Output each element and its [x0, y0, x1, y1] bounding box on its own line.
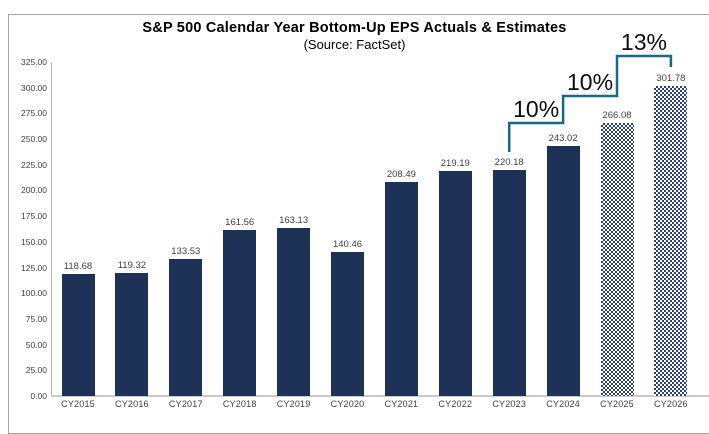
bar-value-label: 220.18 — [494, 156, 524, 168]
x-axis-tick-label: CY2026 — [654, 399, 688, 409]
x-axis-tick-label: CY2020 — [330, 399, 365, 409]
x-axis-tick-label: CY2024 — [546, 399, 580, 409]
bar-value-label: 118.68 — [63, 261, 93, 273]
bar-value-label: 301.78 — [656, 72, 686, 84]
bar-cy2016 — [115, 273, 149, 396]
bar-value-label: 140.46 — [332, 238, 363, 250]
bar-value-label: 266.08 — [602, 109, 632, 121]
x-axis-tick-label: CY2023 — [492, 399, 527, 409]
chart-subtitle: (Source: FactSet) — [303, 37, 406, 52]
bar-cy2024 — [546, 146, 580, 396]
y-axis-tick-label: 225.00 — [21, 159, 47, 170]
x-axis-tick-label: CY2017 — [168, 399, 203, 409]
bar-cy2015 — [61, 274, 95, 396]
y-axis-tick-label: 25.00 — [25, 365, 47, 376]
bar-value-label: 133.53 — [171, 245, 201, 257]
x-axis-line — [51, 395, 709, 397]
bar-value-label: 163.13 — [279, 215, 309, 227]
y-axis-tick-label: 0.00 — [30, 391, 47, 401]
y-axis-line — [51, 62, 52, 396]
bar-value-label: 119.32 — [117, 260, 147, 272]
x-axis-tick-label: CY2016 — [115, 399, 149, 409]
bar-cy2023 — [492, 169, 526, 396]
growth-pct-label-cy2023-cy2024: 10% — [513, 96, 560, 122]
y-axis-tick-label: 250.00 — [21, 134, 47, 145]
x-axis-tick-label: CY2019 — [276, 399, 311, 409]
y-axis-tick-label: 125.00 — [21, 262, 47, 273]
x-axis-tick-label: CY2025 — [600, 399, 634, 409]
bar-cy2017 — [169, 258, 203, 396]
growth-pct-label-cy2024-cy2025: 10% — [567, 69, 614, 95]
bar-cy2021 — [384, 181, 418, 396]
bar-value-label: 243.02 — [548, 133, 578, 145]
y-axis-tick-label: 275.00 — [21, 108, 47, 119]
y-axis-tick-label: 150.00 — [21, 236, 47, 247]
y-axis-tick-label: 325.00 — [21, 57, 47, 67]
x-axis-tick-label: CY2022 — [438, 399, 473, 409]
chart-screenshot: { "chart": { "title": "S&P 500 Calendar … — [8, 14, 709, 434]
y-axis-tick-label: 175.00 — [21, 211, 47, 222]
chart-title: S&P 500 Calendar Year Bottom-Up EPS Actu… — [142, 20, 567, 36]
y-axis-tick-label: 200.00 — [21, 185, 47, 196]
y-axis-tick-label: 75.00 — [25, 313, 47, 324]
y-axis-tick-label: 300.00 — [21, 82, 47, 93]
y-axis-tick-label: 50.00 — [25, 339, 47, 350]
growth-pct-label-cy2025-cy2026: 13% — [620, 29, 667, 55]
bar-cy2026-estimate — [654, 85, 688, 396]
x-axis-tick-label: CY2021 — [384, 399, 419, 409]
bar-value-label: 208.49 — [386, 168, 416, 180]
bar-cy2019 — [277, 228, 311, 396]
bar-cy2022 — [438, 170, 472, 396]
bar-value-label: 161.56 — [225, 216, 255, 228]
x-axis-tick-label: CY2015 — [61, 399, 95, 409]
bar-cy2020 — [331, 251, 364, 396]
bar-cy2025-estimate — [600, 122, 634, 396]
bar-cy2018 — [223, 229, 257, 396]
x-axis-tick-label: CY2018 — [222, 399, 257, 409]
y-axis-tick-label: 100.00 — [21, 288, 47, 299]
bar-value-label: 219.19 — [440, 157, 470, 169]
